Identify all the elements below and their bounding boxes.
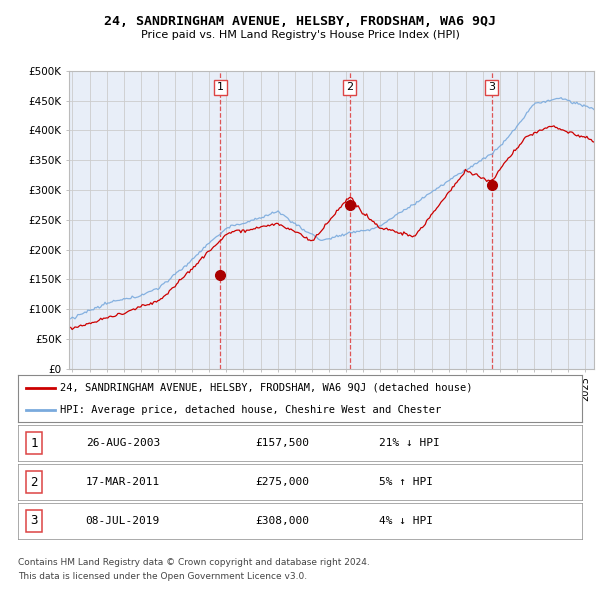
Text: 3: 3 — [488, 83, 495, 93]
Text: 1: 1 — [217, 83, 224, 93]
Text: 4% ↓ HPI: 4% ↓ HPI — [379, 516, 433, 526]
Text: Price paid vs. HM Land Registry's House Price Index (HPI): Price paid vs. HM Land Registry's House … — [140, 30, 460, 40]
Text: 24, SANDRINGHAM AVENUE, HELSBY, FRODSHAM, WA6 9QJ (detached house): 24, SANDRINGHAM AVENUE, HELSBY, FRODSHAM… — [60, 383, 473, 393]
Text: 5% ↑ HPI: 5% ↑ HPI — [379, 477, 433, 487]
Text: 21% ↓ HPI: 21% ↓ HPI — [379, 438, 440, 448]
Text: HPI: Average price, detached house, Cheshire West and Chester: HPI: Average price, detached house, Ches… — [60, 405, 442, 415]
Text: 2: 2 — [346, 83, 353, 93]
Text: £157,500: £157,500 — [255, 438, 309, 448]
Text: 08-JUL-2019: 08-JUL-2019 — [86, 516, 160, 526]
Text: £308,000: £308,000 — [255, 516, 309, 526]
Text: Contains HM Land Registry data © Crown copyright and database right 2024.: Contains HM Land Registry data © Crown c… — [18, 558, 370, 566]
Text: 2: 2 — [30, 476, 38, 489]
Text: £275,000: £275,000 — [255, 477, 309, 487]
Text: 26-AUG-2003: 26-AUG-2003 — [86, 438, 160, 448]
Text: 24, SANDRINGHAM AVENUE, HELSBY, FRODSHAM, WA6 9QJ: 24, SANDRINGHAM AVENUE, HELSBY, FRODSHAM… — [104, 15, 496, 28]
Text: 1: 1 — [30, 437, 38, 450]
Text: 17-MAR-2011: 17-MAR-2011 — [86, 477, 160, 487]
Text: 3: 3 — [30, 514, 38, 527]
Text: This data is licensed under the Open Government Licence v3.0.: This data is licensed under the Open Gov… — [18, 572, 307, 581]
